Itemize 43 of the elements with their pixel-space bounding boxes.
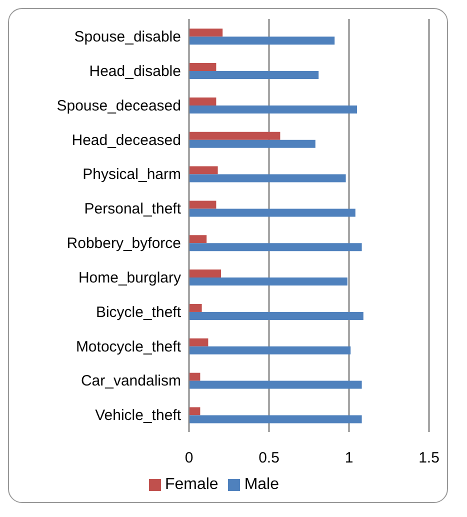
legend-label: Female bbox=[164, 476, 218, 493]
y-tick-label: Motocycle_theft bbox=[76, 338, 182, 356]
y-tick-label: Head_deceased bbox=[72, 132, 181, 149]
chart-frame: Female Male 0 0.5 1 1.5 Spouse_disable Head_disable Spouse_deceased Head_deceased Physical_harm Personal_theft Robbery_byforce Home_burglary Bicycle_theft Motocycle_theft Car_vandalism Vehicle_theft bbox=[8, 8, 448, 503]
y-tick-label: Personal_theft bbox=[84, 200, 182, 218]
bar bbox=[189, 36, 335, 45]
bar bbox=[189, 372, 200, 381]
y-tick-label: Home_burglary bbox=[78, 269, 182, 286]
bar bbox=[189, 278, 348, 286]
bar bbox=[189, 380, 362, 389]
y-tick-label: Head_disable bbox=[89, 62, 181, 80]
bar bbox=[189, 243, 362, 252]
y-tick-label: Car_vandalism bbox=[80, 372, 181, 390]
bar bbox=[189, 105, 357, 114]
bar bbox=[189, 208, 356, 217]
bar bbox=[189, 304, 202, 312]
x-tick-label: 1 bbox=[344, 450, 354, 467]
bar bbox=[189, 338, 208, 346]
bar bbox=[189, 407, 200, 416]
bar bbox=[189, 97, 216, 106]
bar bbox=[189, 63, 216, 72]
bar bbox=[189, 346, 351, 354]
x-tick-label: 0 bbox=[184, 450, 194, 467]
bar bbox=[189, 270, 221, 278]
bar bbox=[189, 312, 364, 320]
x-tick-label: 1.5 bbox=[418, 450, 440, 467]
bar bbox=[189, 235, 207, 244]
bar bbox=[189, 200, 216, 209]
bar bbox=[189, 28, 223, 37]
y-tick-label: Spouse_disable bbox=[74, 28, 181, 46]
y-tick-label: Robbery_byforce bbox=[66, 235, 181, 252]
bar bbox=[189, 140, 316, 148]
bar bbox=[189, 132, 280, 140]
bar bbox=[189, 415, 362, 424]
bar bbox=[189, 166, 218, 174]
y-tick-label: Bicycle_theft bbox=[96, 304, 182, 321]
x-tick-label: 0.5 bbox=[258, 450, 280, 467]
bar bbox=[189, 71, 319, 80]
bar bbox=[189, 174, 346, 182]
legend-label: Male bbox=[244, 476, 280, 493]
y-tick-label: Physical_harm bbox=[82, 166, 181, 184]
y-tick-label: Spouse_deceased bbox=[56, 97, 181, 114]
y-tick-label: Vehicle_theft bbox=[95, 407, 182, 424]
